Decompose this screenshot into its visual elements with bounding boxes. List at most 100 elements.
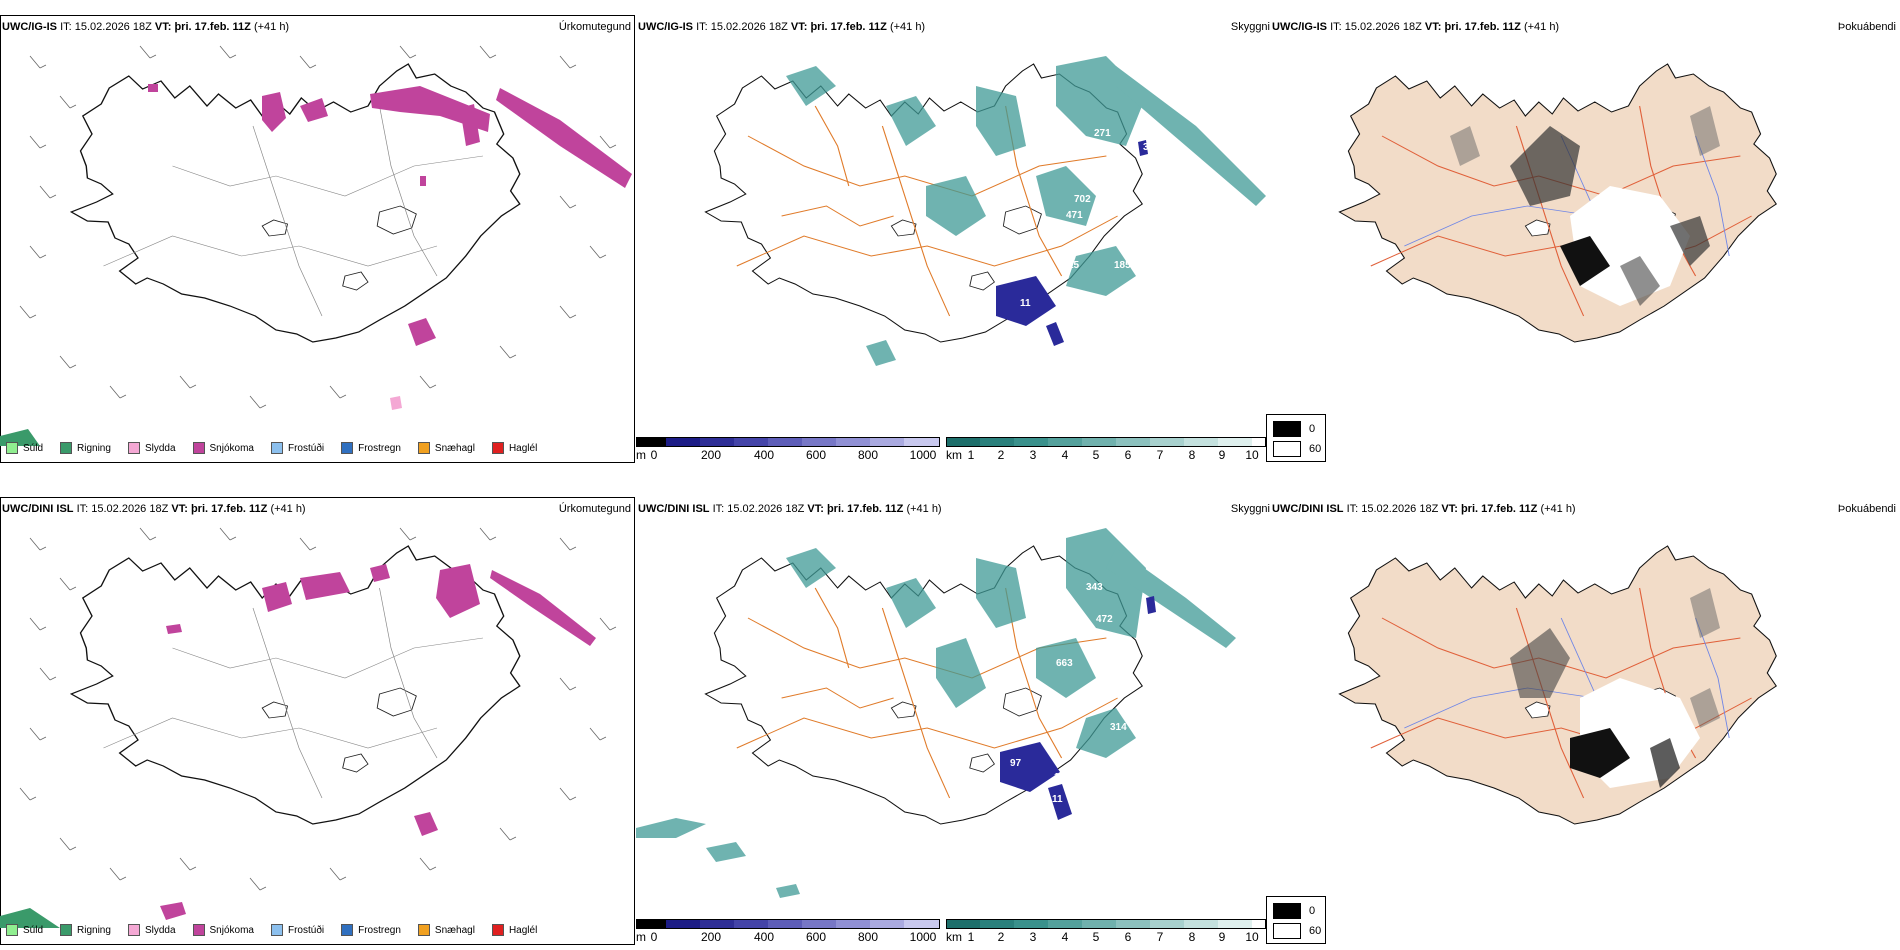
colorbar-tick: 9 <box>1218 930 1226 944</box>
fog-legend-swatch <box>1273 441 1301 457</box>
visibility-labels: 271 54 702 471 15 185 11 3 8 <box>996 128 1149 341</box>
fog-legend-swatch <box>1273 421 1301 437</box>
snow-patches <box>148 84 632 346</box>
fog-title: Þokuábendi <box>1837 21 1896 33</box>
colorbar-tick: 600 <box>805 930 827 944</box>
legend-item: Slydda <box>127 442 176 454</box>
colorbar-tick: 4 <box>1061 448 1069 462</box>
fog-legend-label: 0 <box>1309 423 1316 435</box>
precip-title: Úrkomutegund <box>558 503 631 515</box>
legend-swatch-snaehagl <box>417 924 430 936</box>
vis-value: 97 <box>1010 758 1022 769</box>
visibility-fields <box>786 56 1266 366</box>
panel-header: UWC/DINI ISL IT: 15.02.2026 18Z VT: þri.… <box>1272 503 1576 515</box>
low-visibility-area <box>1000 742 1060 792</box>
visibility-panel-row1: UWC/IG-IS IT: 15.02.2026 18Z VT: þri. 17… <box>636 0 1270 463</box>
colorbar-tick: 5 <box>1092 448 1100 462</box>
fog-legend-label: 60 <box>1309 443 1322 455</box>
legend-item: Frostúði <box>270 924 324 936</box>
colorbar-km: km 1 2 3 4 5 6 7 8 9 10 <box>946 437 1266 463</box>
colorbar-tick: 7 <box>1156 930 1164 944</box>
colorbar-tick: 10 <box>1245 448 1259 462</box>
colorbar-tick: 200 <box>700 930 722 944</box>
legend-item: Súld <box>6 924 43 936</box>
fog-title: Þokuábendi <box>1837 503 1896 515</box>
colorbar-tick: 10 <box>1245 930 1259 944</box>
colorbar-tick: 0 <box>650 448 658 462</box>
colorbar-tick: 0 <box>650 930 658 944</box>
low-visibility-area <box>996 276 1056 326</box>
panel-header: UWC/IG-IS IT: 15.02.2026 18Z VT: þri. 17… <box>1272 21 1560 33</box>
vis-value: 471 <box>1066 210 1083 221</box>
colorbar-unit: m <box>636 930 646 944</box>
panel-header: UWC/DINI ISL IT: 15.02.2026 18Z VT: þri.… <box>638 503 942 515</box>
colorbar-m: m 0 200 400 600 800 1000 <box>636 919 940 945</box>
precip-map <box>0 45 632 446</box>
panel-header: UWC/IG-IS IT: 15.02.2026 18Z VT: þri. 17… <box>638 21 926 33</box>
legend-item: Súld <box>6 442 43 454</box>
legend-swatch-slydda <box>127 924 140 936</box>
colorbar-tick: 8 <box>1188 448 1196 462</box>
visibility-map: 271 54 702 471 15 185 11 3 8 <box>704 56 1266 366</box>
precip-map <box>0 527 617 928</box>
legend-swatch-sudd <box>6 442 18 454</box>
visibility-labels: 343 472 663 314 97 18 11 <box>1010 582 1127 805</box>
colorbar-tick: 9 <box>1218 448 1226 462</box>
legend-item: Slydda <box>127 924 176 936</box>
vis-value: 11 <box>1020 298 1031 309</box>
colorbar-tick: 800 <box>857 930 879 944</box>
visibility-map: 343 472 663 314 97 18 11 <box>636 528 1236 898</box>
fog-fields <box>1510 588 1720 788</box>
colorbar-tick: 1000 <box>909 930 937 944</box>
visibility-panel-row2: UWC/DINI ISL IT: 15.02.2026 18Z VT: þri.… <box>636 482 1270 945</box>
colorbar-unit: km <box>946 448 962 462</box>
colorbar-tick: 3 <box>1029 930 1037 944</box>
legend-item: Snæhagl <box>417 924 475 936</box>
colorbar-tick: 5 <box>1092 930 1100 944</box>
panel-header: UWC/IG-IS IT: 15.02.2026 18Z VT: þri. 17… <box>2 21 290 33</box>
legend-item: Rigning <box>60 924 111 936</box>
colorbar-tick: 3 <box>1029 448 1037 462</box>
fog-legend-row1: 0 60 <box>1266 414 1326 462</box>
legend-swatch-frostregn <box>341 924 354 936</box>
legend-item: Haglél <box>491 442 537 454</box>
legend-item: Snjókoma <box>192 924 254 936</box>
legend-swatch-snaehagl <box>417 442 430 454</box>
fog-legend-label: 0 <box>1309 905 1316 917</box>
fog-legend-swatch <box>1273 903 1301 919</box>
colorbar-unit: m <box>636 448 646 462</box>
visibility-title: Skyggni <box>1230 21 1270 33</box>
colorbar-tick: 2 <box>997 930 1005 944</box>
visibility-title: Skyggni <box>1230 503 1270 515</box>
legend-swatch-frostudi <box>270 924 283 936</box>
legend-item: Frostregn <box>341 924 401 936</box>
vis-value: 15 <box>1068 260 1080 271</box>
colorbar-km-gradient <box>946 919 1266 929</box>
fog-fields <box>1450 106 1720 306</box>
precip-legend: Súld Rigning Slydda Snjókoma Frostúði Fr… <box>6 923 554 937</box>
fog-legend-swatch <box>1273 923 1301 939</box>
vis-value: 472 <box>1096 614 1113 625</box>
colorbar-tick: 6 <box>1124 448 1132 462</box>
legend-swatch-rigning <box>60 442 73 454</box>
panel-header: UWC/DINI ISL IT: 15.02.2026 18Z VT: þri.… <box>2 503 306 515</box>
wind-barbs <box>19 527 617 891</box>
vis-value: 702 <box>1074 194 1091 205</box>
precip-panel-row2: UWC/DINI ISL IT: 15.02.2026 18Z VT: þri.… <box>0 482 635 945</box>
snow-patches <box>160 564 596 920</box>
vis-value: 8 <box>1064 330 1070 341</box>
colorbar-km: km 1 2 3 4 5 6 7 8 9 10 <box>946 919 1266 945</box>
legend-swatch-frostregn <box>341 442 354 454</box>
precip-title: Úrkomutegund <box>558 21 631 33</box>
colorbar-m-gradient <box>636 919 940 929</box>
legend-swatch-frostudi <box>270 442 283 454</box>
legend-item: Haglél <box>491 924 537 936</box>
colorbar-tick: 1 <box>967 448 975 462</box>
legend-item: Snjókoma <box>192 442 254 454</box>
colorbar-m: m 0 200 400 600 800 1000 <box>636 437 940 463</box>
legend-swatch-rigning <box>60 924 73 936</box>
legend-swatch-snjokoma <box>192 442 205 454</box>
legend-item: Rigning <box>60 442 111 454</box>
legend-item: Frostúði <box>270 442 324 454</box>
colorbar-tick: 4 <box>1061 930 1069 944</box>
